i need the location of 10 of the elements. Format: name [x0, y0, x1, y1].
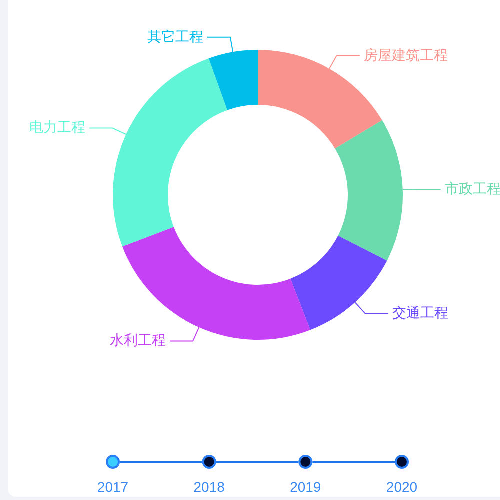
slice-label: 电力工程	[30, 120, 86, 136]
timeline-label: 2017	[97, 479, 129, 495]
timeline-label: 2018	[194, 479, 225, 495]
slice-label: 水利工程	[110, 333, 166, 350]
timeline-label: 2019	[290, 479, 322, 495]
donut-slice	[290, 236, 388, 330]
slice-label: 交通工程	[392, 306, 448, 322]
slice-label: 房屋建筑工程	[364, 48, 448, 64]
slice-label: 其它工程	[147, 29, 204, 46]
timeline-label: 2020	[386, 479, 418, 495]
